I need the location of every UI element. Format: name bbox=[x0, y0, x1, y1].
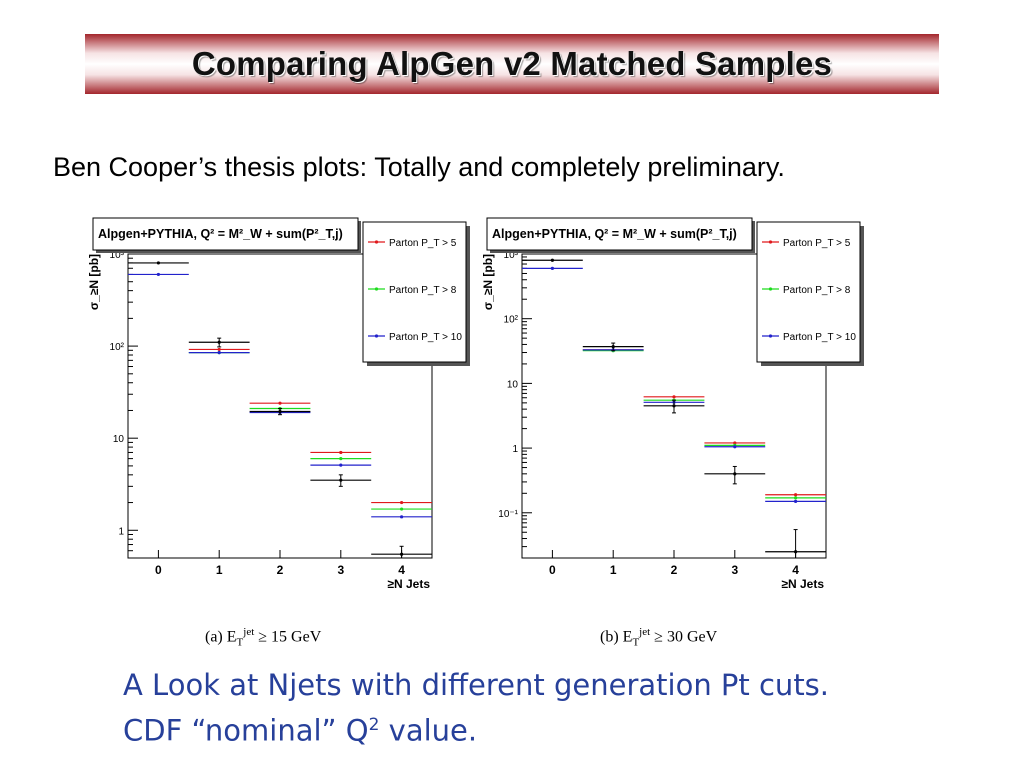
data-point bbox=[156, 261, 160, 265]
data-point bbox=[794, 493, 798, 497]
legend-label: Parton P_T > 10 bbox=[389, 332, 462, 343]
data-point bbox=[217, 350, 221, 355]
x-tick-label: 1 bbox=[610, 563, 617, 577]
y-tick-label: 10 bbox=[113, 434, 125, 445]
legend-marker bbox=[768, 287, 773, 291]
footer-text: A Look at Njets with different generatio… bbox=[123, 665, 829, 751]
y-axis-label: σ_≥N [pb] bbox=[87, 254, 101, 310]
legend bbox=[362, 221, 467, 363]
data-point bbox=[278, 401, 282, 405]
data-point bbox=[733, 445, 737, 449]
y-tick-label: 10⁻¹ bbox=[498, 509, 518, 520]
x-tick-label: 2 bbox=[671, 563, 678, 577]
legend-label: Parton P_T > 5 bbox=[389, 238, 457, 249]
chart-title-box bbox=[92, 217, 359, 251]
title-bar: Comparing AlpGen v2 Matched Samples bbox=[85, 34, 939, 94]
y-tick-label: 1 bbox=[512, 444, 518, 455]
x-tick-label: 0 bbox=[155, 563, 162, 577]
data-point bbox=[400, 500, 404, 505]
x-tick-label: 1 bbox=[216, 563, 223, 577]
legend-label: Parton P_T > 8 bbox=[389, 285, 457, 296]
y-tick-label: 10² bbox=[504, 315, 519, 326]
y-axis-label: σ_≥N [pb] bbox=[481, 254, 495, 310]
footer-line-1: A Look at Njets with different generatio… bbox=[123, 668, 830, 702]
legend-marker bbox=[374, 334, 379, 338]
x-tick-label: 4 bbox=[792, 563, 799, 577]
chart-title: Alpgen+PYTHIA, Q² = M²_W + sum(P²_T,j) bbox=[98, 227, 343, 241]
data-point bbox=[400, 507, 404, 511]
legend-marker bbox=[374, 240, 379, 244]
x-axis-label: ≥N Jets bbox=[387, 577, 430, 591]
data-point bbox=[339, 463, 343, 467]
data-point bbox=[550, 258, 555, 262]
chart-a: 1 10 10² 10³ 0 1 2 3 4≥N Jets σ_≥N [pb] Alpgen+PYT… bbox=[87, 217, 470, 591]
legend-label: Parton P_T > 10 bbox=[783, 332, 856, 343]
x-tick-label: 2 bbox=[277, 563, 284, 577]
data-point bbox=[672, 395, 676, 399]
legend-label: Parton P_T > 5 bbox=[783, 238, 851, 249]
legend-marker bbox=[374, 287, 379, 291]
x-tick-label: 3 bbox=[731, 563, 738, 577]
data-point bbox=[794, 496, 798, 500]
slide-title: Comparing AlpGen v2 Matched Samples bbox=[191, 45, 833, 82]
data-point bbox=[400, 515, 404, 519]
x-tick-label: 3 bbox=[337, 563, 344, 577]
x-tick-label: 4 bbox=[398, 563, 405, 577]
data-point bbox=[550, 266, 555, 270]
caption-b: (b) ETjet ≥ 30 GeV bbox=[600, 626, 718, 649]
legend-marker bbox=[768, 334, 773, 338]
data-point bbox=[339, 450, 343, 455]
y-tick-label: 10² bbox=[110, 342, 125, 353]
legend-label: Parton P_T > 8 bbox=[783, 285, 851, 296]
data-point bbox=[794, 499, 798, 503]
y-tick-label: 10³ bbox=[504, 250, 519, 261]
footer-line-2: CDF “nominal” Q2 value. bbox=[123, 713, 478, 748]
legend-marker bbox=[768, 240, 773, 244]
x-tick-label: 0 bbox=[549, 563, 556, 577]
slide-subtitle: Ben Cooper’s thesis plots: Totally and c… bbox=[53, 152, 785, 182]
data-point bbox=[156, 272, 160, 277]
chart-title-box bbox=[486, 217, 753, 251]
data-point bbox=[217, 347, 221, 352]
y-tick-label: 10 bbox=[507, 379, 519, 390]
y-tick-label: 1 bbox=[118, 526, 124, 537]
chart-b: 10⁻¹ 1 10 10² 10³ 0 1 2 3 4≥N Jets σ_≥N [pb] Alpgen… bbox=[481, 217, 864, 591]
data-point bbox=[733, 441, 737, 445]
caption-a: (a) ETjet ≥ 15 GeV bbox=[205, 626, 322, 649]
data-point bbox=[339, 457, 343, 461]
y-tick-label: 10³ bbox=[110, 250, 125, 261]
legend bbox=[756, 221, 861, 363]
chart-title: Alpgen+PYTHIA, Q² = M²_W + sum(P²_T,j) bbox=[492, 227, 737, 241]
x-axis-label: ≥N Jets bbox=[781, 577, 824, 591]
